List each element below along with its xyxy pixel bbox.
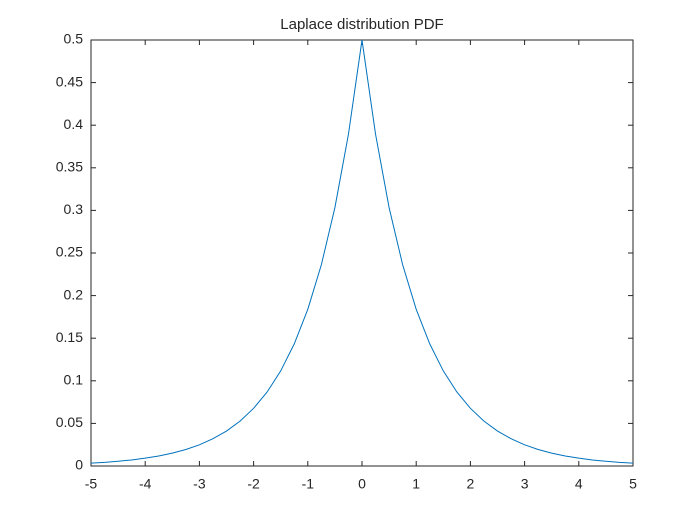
x-tick-label: 3: [521, 476, 529, 492]
x-tick-label: 4: [575, 476, 583, 492]
x-tick-label: 0: [358, 476, 366, 492]
x-tick-label: 5: [629, 476, 637, 492]
y-tick-label: 0.35: [56, 159, 83, 175]
x-tick-label: -1: [302, 476, 315, 492]
chart-title: Laplace distribution PDF: [280, 16, 443, 33]
y-tick-label: 0.05: [56, 414, 83, 430]
y-tick-label: 0.15: [56, 329, 83, 345]
data-line: [90, 39, 634, 464]
y-tick-label: 0.25: [56, 244, 83, 260]
y-tick-label: 0: [75, 457, 83, 473]
y-tick-label: 0.45: [56, 73, 83, 89]
y-tick-label: 0.1: [64, 372, 84, 388]
y-tick-label: 0.4: [64, 116, 84, 132]
plot-box: [90, 39, 634, 467]
x-tick-label: 2: [467, 476, 475, 492]
x-tick-label: 1: [412, 476, 420, 492]
y-tick-label: 0.5: [64, 31, 84, 47]
y-tick-label: 0.3: [64, 201, 84, 217]
x-tick-label: -3: [193, 476, 206, 492]
y-tick-label: 0.2: [64, 286, 84, 302]
x-tick-label: -4: [139, 476, 152, 492]
x-tick-label: -5: [85, 476, 98, 492]
x-tick-label: -2: [247, 476, 260, 492]
